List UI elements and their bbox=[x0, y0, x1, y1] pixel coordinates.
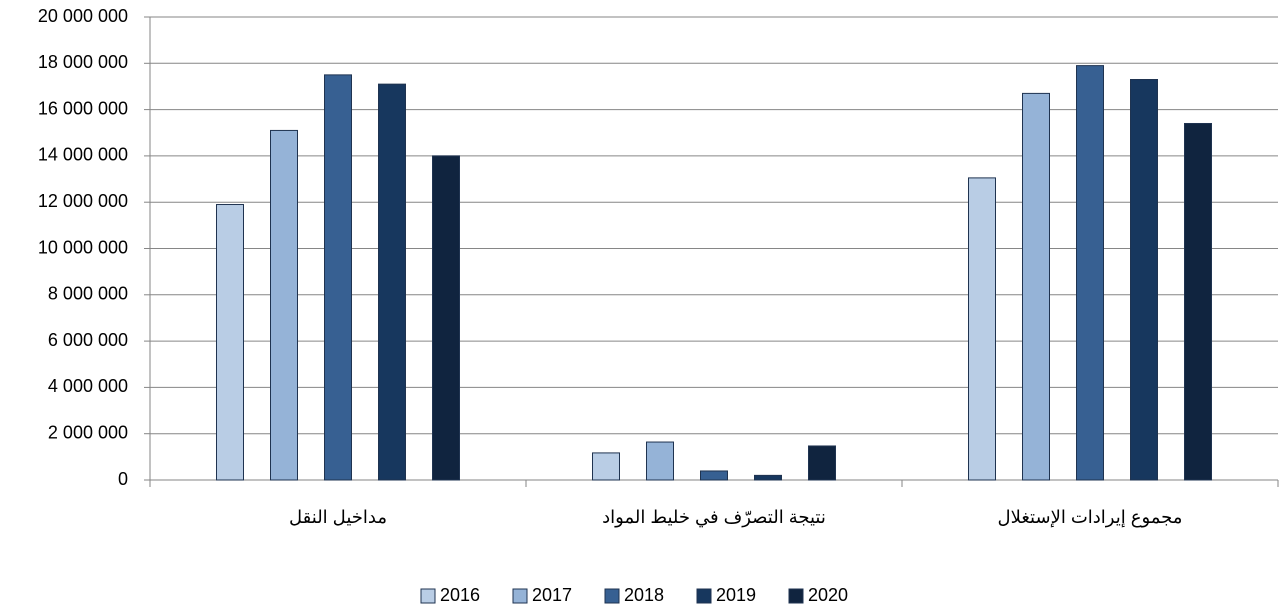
y-tick-label: 12 000 000 bbox=[38, 191, 128, 211]
legend-label: 2020 bbox=[808, 585, 848, 605]
legend-label: 2018 bbox=[624, 585, 664, 605]
bar bbox=[700, 470, 728, 481]
legend-swatch bbox=[420, 588, 436, 604]
legend-swatch bbox=[604, 588, 620, 604]
y-tick-label: 20 000 000 bbox=[38, 6, 128, 26]
y-tick-label: 10 000 000 bbox=[38, 237, 128, 257]
legend-label: 2016 bbox=[440, 585, 480, 605]
x-tick-label: مداخيل النقل bbox=[289, 507, 387, 527]
bar bbox=[1184, 122, 1212, 481]
x-tick-label: نتيجة التصرّف في خليط المواد bbox=[602, 507, 826, 528]
bar bbox=[270, 129, 298, 481]
bar bbox=[808, 445, 836, 481]
bar bbox=[1130, 79, 1158, 481]
y-tick-label: 18 000 000 bbox=[38, 52, 128, 72]
y-tick-label: 14 000 000 bbox=[38, 145, 128, 165]
legend-label: 2019 bbox=[716, 585, 756, 605]
bar bbox=[968, 177, 996, 481]
y-tick-label: 0 bbox=[118, 469, 128, 489]
y-tick-label: 4 000 000 bbox=[48, 376, 128, 396]
bar bbox=[324, 74, 352, 481]
bar bbox=[646, 441, 674, 481]
y-tick-label: 6 000 000 bbox=[48, 330, 128, 350]
bar bbox=[592, 452, 620, 481]
x-tick-label: مجموع إيرادات الإستغلال bbox=[998, 507, 1183, 528]
bar bbox=[216, 204, 244, 481]
bar bbox=[1022, 92, 1050, 481]
legend-label: 2017 bbox=[532, 585, 572, 605]
bar bbox=[754, 474, 782, 481]
bar bbox=[378, 83, 406, 481]
y-tick-label: 2 000 000 bbox=[48, 422, 128, 442]
bar bbox=[1076, 65, 1104, 481]
legend-swatch bbox=[512, 588, 528, 604]
y-tick-label: 16 000 000 bbox=[38, 98, 128, 118]
legend-swatch bbox=[788, 588, 804, 604]
bar bbox=[432, 155, 460, 481]
legend-swatch bbox=[696, 588, 712, 604]
y-tick-label: 8 000 000 bbox=[48, 284, 128, 304]
